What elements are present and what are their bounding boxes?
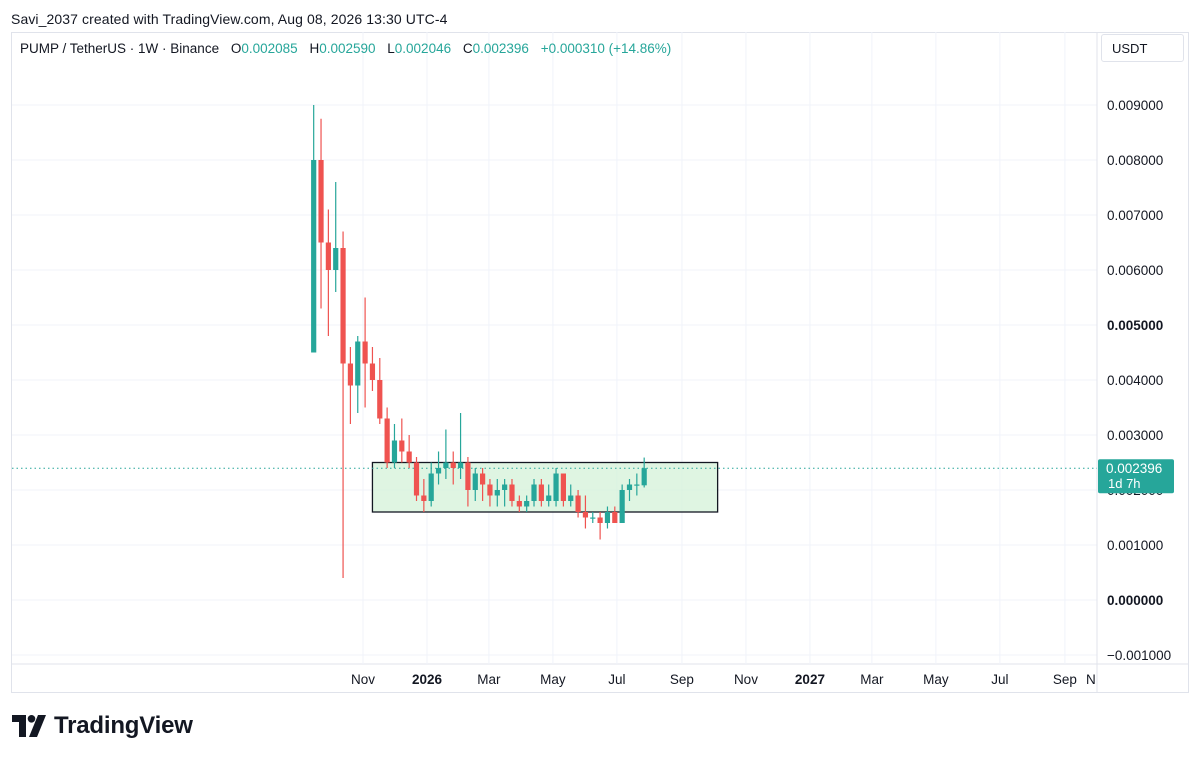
grid-layer <box>12 32 1188 692</box>
tradingview-logo[interactable]: TradingView <box>12 712 193 740</box>
candle-body-down <box>465 462 471 490</box>
candle-body-down <box>582 512 589 518</box>
x-tick-label: May <box>923 672 949 687</box>
candle-body-up <box>531 484 537 501</box>
candle-body-up <box>391 440 398 463</box>
close-value: 0.002396 <box>472 41 529 56</box>
close-label: C <box>462 41 473 56</box>
x-tick-label: Sep <box>1053 672 1077 687</box>
y-tick-label: 0.004000 <box>1107 373 1163 388</box>
x-tick-label: Jul <box>608 672 625 687</box>
candle-body-up <box>333 248 339 270</box>
low-value: 0.002046 <box>394 41 452 56</box>
open-value: 0.002085 <box>241 41 298 56</box>
candle-body-up <box>634 484 640 486</box>
candle-body-down <box>421 495 427 501</box>
y-tick-label: 0.008000 <box>1107 153 1163 168</box>
candle-body-down <box>560 473 566 501</box>
candle-body-down <box>575 495 581 512</box>
y-tick-label: −0.001000 <box>1107 648 1171 663</box>
candle-body-up <box>355 341 361 386</box>
candle-body-down <box>318 160 324 243</box>
time-axis: Nov 2026 Mar May Jul Sep Nov 2027 Mar May Jul Sep N <box>351 672 1096 687</box>
x-tick-label: May <box>540 672 566 687</box>
candle-body-up <box>472 473 478 490</box>
candle-body-up <box>619 490 625 523</box>
x-tick-label: Sep <box>670 672 694 687</box>
high-label: H <box>309 41 320 56</box>
candle-body-down <box>516 501 522 507</box>
x-tick-label: Nov <box>734 672 758 687</box>
tradingview-wordmark: TradingView <box>54 712 193 739</box>
candle-body-down <box>369 363 376 380</box>
candle-body-down <box>406 451 412 463</box>
y-tick-label: 0.005000 <box>1107 318 1163 333</box>
candle-body-up <box>546 495 552 501</box>
candle-body-up <box>311 160 317 353</box>
candle-body-up <box>590 517 596 519</box>
x-tick-label: Mar <box>860 672 884 687</box>
x-tick-label: Mar <box>477 672 501 687</box>
candle-body-down <box>597 517 603 523</box>
chart-caption: Savi_2037 created with TradingView.com, … <box>11 11 448 27</box>
currency-unit-button[interactable]: USDT <box>1101 34 1184 62</box>
open-label: O <box>230 41 242 56</box>
y-tick-label: 0.006000 <box>1107 263 1163 278</box>
candle-body-down <box>362 341 368 364</box>
x-tick-label: 2027 <box>795 672 825 687</box>
candle-body-up <box>428 473 434 501</box>
candle-body-down <box>325 242 331 270</box>
candle-body-up <box>604 512 611 523</box>
candle-body-up <box>443 462 449 468</box>
candle-body-down <box>340 248 346 364</box>
candle-body-down <box>538 484 544 501</box>
x-tick-label: Nov <box>351 672 375 687</box>
candle-body-down <box>487 484 493 496</box>
x-tick-label: Jul <box>991 672 1008 687</box>
symbol-label[interactable]: PUMP / TetherUS · 1W · Binance <box>20 41 220 56</box>
candle-body-up <box>435 468 442 474</box>
y-tick-label: 0.003000 <box>1107 428 1163 443</box>
y-tick-label: 0.001000 <box>1107 538 1163 553</box>
candle-body-down <box>384 418 390 463</box>
candle-layer <box>311 105 647 578</box>
y-tick-label: 0.009000 <box>1107 98 1163 113</box>
x-tick-label: 2026 <box>412 672 443 687</box>
candle-body-up <box>626 484 633 490</box>
candle-body-down <box>399 440 405 452</box>
low-label: L <box>387 41 395 56</box>
x-tick-label: N <box>1086 672 1096 687</box>
candle-body-down <box>413 462 420 496</box>
candle-body-down <box>377 380 383 419</box>
candle-body-down <box>347 363 354 386</box>
candle-body-up <box>568 495 574 501</box>
change-value: +0.000310 (+14.86%) <box>540 41 672 56</box>
candle-body-up <box>641 468 647 486</box>
candle-body-down <box>480 473 486 485</box>
candle-body-down <box>612 512 618 523</box>
y-tick-label: 0.000000 <box>1107 593 1163 608</box>
price-tag-value: 0.002396 <box>1106 461 1162 476</box>
y-tick-label: 0.007000 <box>1107 208 1163 223</box>
price-axis: 0.009000 0.008000 0.007000 0.006000 0.005000… <box>1107 98 1171 663</box>
ohlc-legend: PUMP / TetherUS · 1W · Binance O0.002085… <box>20 41 671 56</box>
candle-body-up <box>524 501 530 507</box>
candle-body-down <box>450 462 456 468</box>
candle-body-up <box>502 484 508 490</box>
price-tag-countdown: 1d 7h <box>1108 476 1141 491</box>
chart-frame <box>11 32 1189 693</box>
high-value: 0.002590 <box>319 41 376 56</box>
candle-body-down <box>509 484 515 501</box>
price-tag-box <box>1098 459 1174 494</box>
candle-body-up <box>553 473 559 501</box>
candle-body-up <box>457 462 464 468</box>
tradingview-logo-icon <box>12 715 46 737</box>
candle-body-up <box>494 490 500 496</box>
